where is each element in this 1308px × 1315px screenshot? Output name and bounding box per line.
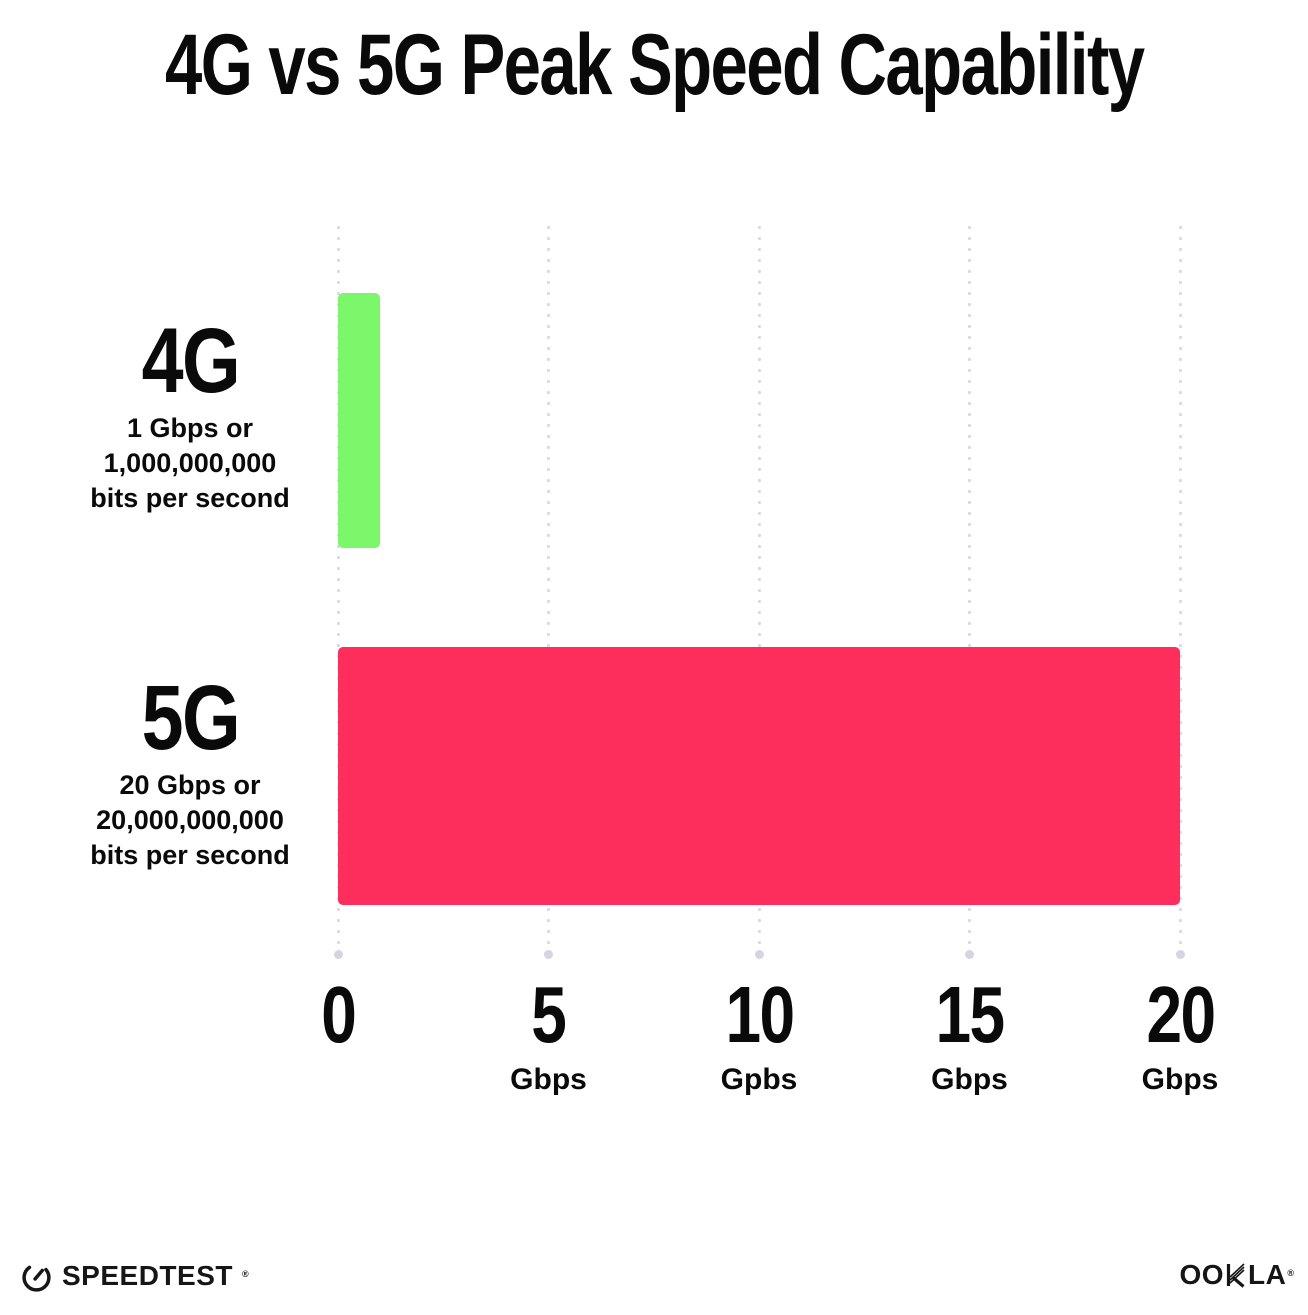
speedtest-logo: SPEEDTEST ® xyxy=(20,1257,249,1295)
x-tick-15-unit: Gbps xyxy=(931,1063,1008,1096)
ookla-logo: OO LA ® xyxy=(1179,1256,1294,1294)
x-tick-0-number: 0 xyxy=(321,970,357,1059)
row-label-4g-desc: 1 Gbps or 1,000,000,000 bits per second xyxy=(50,411,330,516)
speedtest-wordmark: SPEEDTEST xyxy=(62,1260,233,1291)
row-label-4g-desc-line2: 1,000,000,000 xyxy=(103,448,277,479)
page-title-wrap: 4G vs 5G Peak Speed Capability xyxy=(0,16,1308,115)
row-label-5g-desc-line3: bits per second xyxy=(90,840,290,871)
gridline-15 xyxy=(968,222,971,948)
row-label-5g-desc-line2: 20,000,000,000 xyxy=(96,805,284,836)
row-label-5g-name: 5G xyxy=(141,667,240,769)
x-tick-5-number: 5 xyxy=(531,970,568,1059)
ookla-wordmark-la: LA xyxy=(1248,1259,1287,1290)
x-tick-15-number: 15 xyxy=(935,970,1006,1059)
gridline-0 xyxy=(336,222,340,948)
gridline-5 xyxy=(547,222,550,948)
row-label-4g-desc-line3: bits per second xyxy=(90,483,290,514)
row-label-5g: 5G 20 Gbps or 20,000,000,000 bits per se… xyxy=(50,667,330,873)
page-title: 4G vs 5G Peak Speed Capability xyxy=(164,17,1145,113)
x-tick-20-number: 20 xyxy=(1146,970,1216,1059)
row-label-4g-name: 4G xyxy=(141,310,240,412)
gridline-end-dot-20 xyxy=(1175,950,1185,959)
ookla-wordmark-oo: OO xyxy=(1179,1259,1225,1290)
row-label-5g-desc: 20 Gbps or 20,000,000,000 bits per secon… xyxy=(50,768,330,873)
gridline-20 xyxy=(1178,222,1182,948)
gridline-10 xyxy=(757,222,761,948)
x-tick-10-number: 10 xyxy=(725,970,795,1059)
row-label-4g-desc-line1: 1 Gbps or xyxy=(126,413,254,444)
row-label-4g: 4G 1 Gbps or 1,000,000,000 bits per seco… xyxy=(50,310,330,516)
gridline-end-dot-0 xyxy=(333,950,343,959)
x-tick-5-unit: Gbps xyxy=(510,1063,587,1096)
gridline-end-dot-5 xyxy=(544,950,553,959)
row-label-5g-desc-line1: 20 Gbps or xyxy=(119,770,261,801)
ookla-k-icon xyxy=(1226,1263,1245,1288)
bar-5g xyxy=(338,647,1180,905)
gridline-end-dot-10 xyxy=(754,950,764,959)
gridline-end-dot-15 xyxy=(965,950,974,959)
bar-4g xyxy=(338,293,381,548)
x-tick-10-unit: Gpbs xyxy=(720,1063,798,1096)
ookla-trademark: ® xyxy=(1287,1268,1294,1278)
x-tick-20-unit: Gbps xyxy=(1141,1063,1219,1096)
speedtest-trademark: ® xyxy=(241,1269,249,1279)
speedtest-gauge-icon xyxy=(22,1265,51,1292)
